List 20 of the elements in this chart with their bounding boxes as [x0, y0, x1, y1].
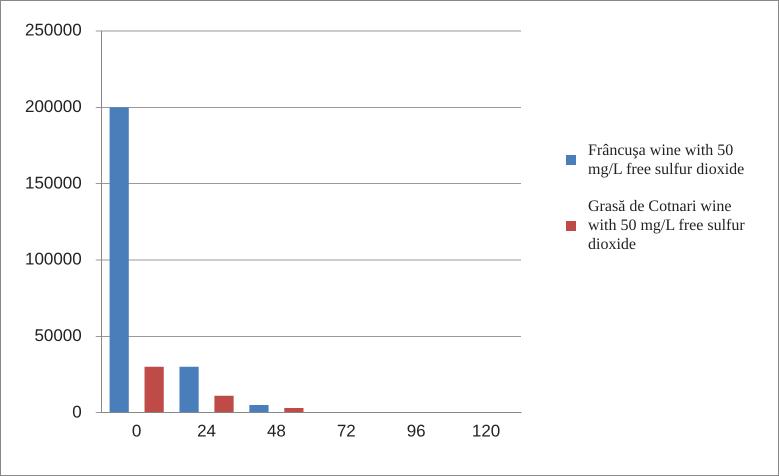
bar: [110, 107, 129, 412]
y-tick-label: 200000: [24, 97, 82, 116]
bar: [179, 366, 199, 412]
x-tick-label: 72: [336, 421, 356, 440]
bar: [249, 404, 269, 412]
x-tick-label: 24: [197, 421, 216, 440]
bar: [144, 366, 164, 412]
bar: [284, 408, 304, 412]
x-tick-label: 0: [132, 421, 142, 440]
legend-label: Frâncuşa wine with 50 mg/L free sulfur dioxide: [588, 141, 746, 179]
y-tick-label: 100000: [24, 250, 82, 269]
y-tick-label: 250000: [24, 20, 82, 40]
y-tick-label: 0: [72, 402, 82, 422]
x-tick-label: 120: [472, 421, 500, 440]
legend-label: Grasă de Cotnari wine with 50 mg/L free sulfur dioxide: [588, 197, 746, 254]
y-tick-label: 50000: [34, 326, 82, 345]
y-tick-label: 150000: [24, 173, 82, 192]
bar: [214, 396, 234, 412]
x-tick-label: 96: [406, 421, 426, 440]
x-tick-label: 48: [266, 421, 286, 440]
